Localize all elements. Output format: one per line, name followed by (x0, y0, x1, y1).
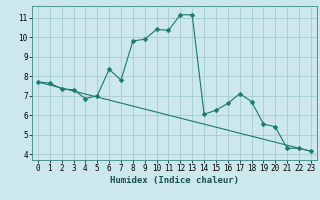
X-axis label: Humidex (Indice chaleur): Humidex (Indice chaleur) (110, 176, 239, 185)
